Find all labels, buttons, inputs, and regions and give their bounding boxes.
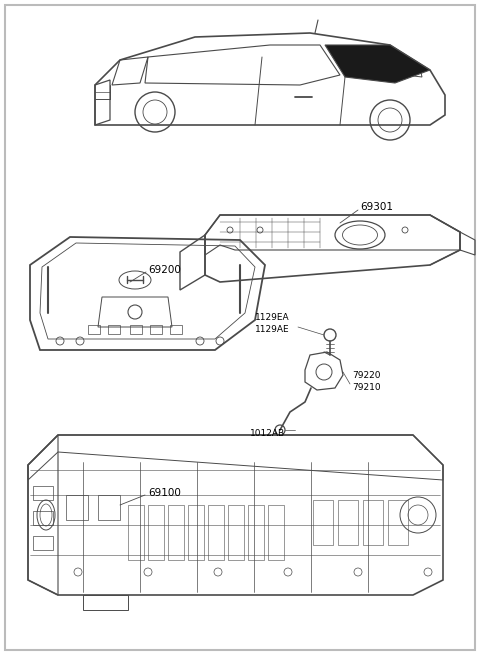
Bar	[130, 325, 142, 334]
Bar	[88, 325, 100, 334]
Text: 69301: 69301	[360, 202, 393, 212]
Text: 69100: 69100	[148, 488, 181, 498]
Bar	[150, 325, 162, 334]
Text: 79220: 79220	[352, 371, 381, 379]
Bar	[208, 505, 224, 560]
Bar	[268, 505, 284, 560]
Bar	[168, 505, 184, 560]
Bar	[313, 500, 333, 545]
Polygon shape	[325, 45, 430, 83]
Bar	[148, 505, 164, 560]
Bar	[248, 505, 264, 560]
Text: 79210: 79210	[352, 383, 381, 392]
Bar	[188, 505, 204, 560]
Text: 1129EA: 1129EA	[255, 312, 289, 322]
Bar	[388, 500, 408, 545]
Bar	[66, 495, 88, 520]
Bar	[33, 511, 53, 525]
Bar	[33, 536, 53, 550]
Text: 69200: 69200	[148, 265, 181, 275]
Bar	[33, 486, 53, 500]
Bar	[108, 325, 120, 334]
Bar	[228, 505, 244, 560]
Text: 1012AB: 1012AB	[250, 428, 285, 438]
Bar	[170, 325, 182, 334]
Bar	[98, 495, 120, 520]
Bar	[128, 505, 144, 560]
Bar	[338, 500, 358, 545]
Text: 1129AE: 1129AE	[255, 326, 289, 335]
Bar	[363, 500, 383, 545]
